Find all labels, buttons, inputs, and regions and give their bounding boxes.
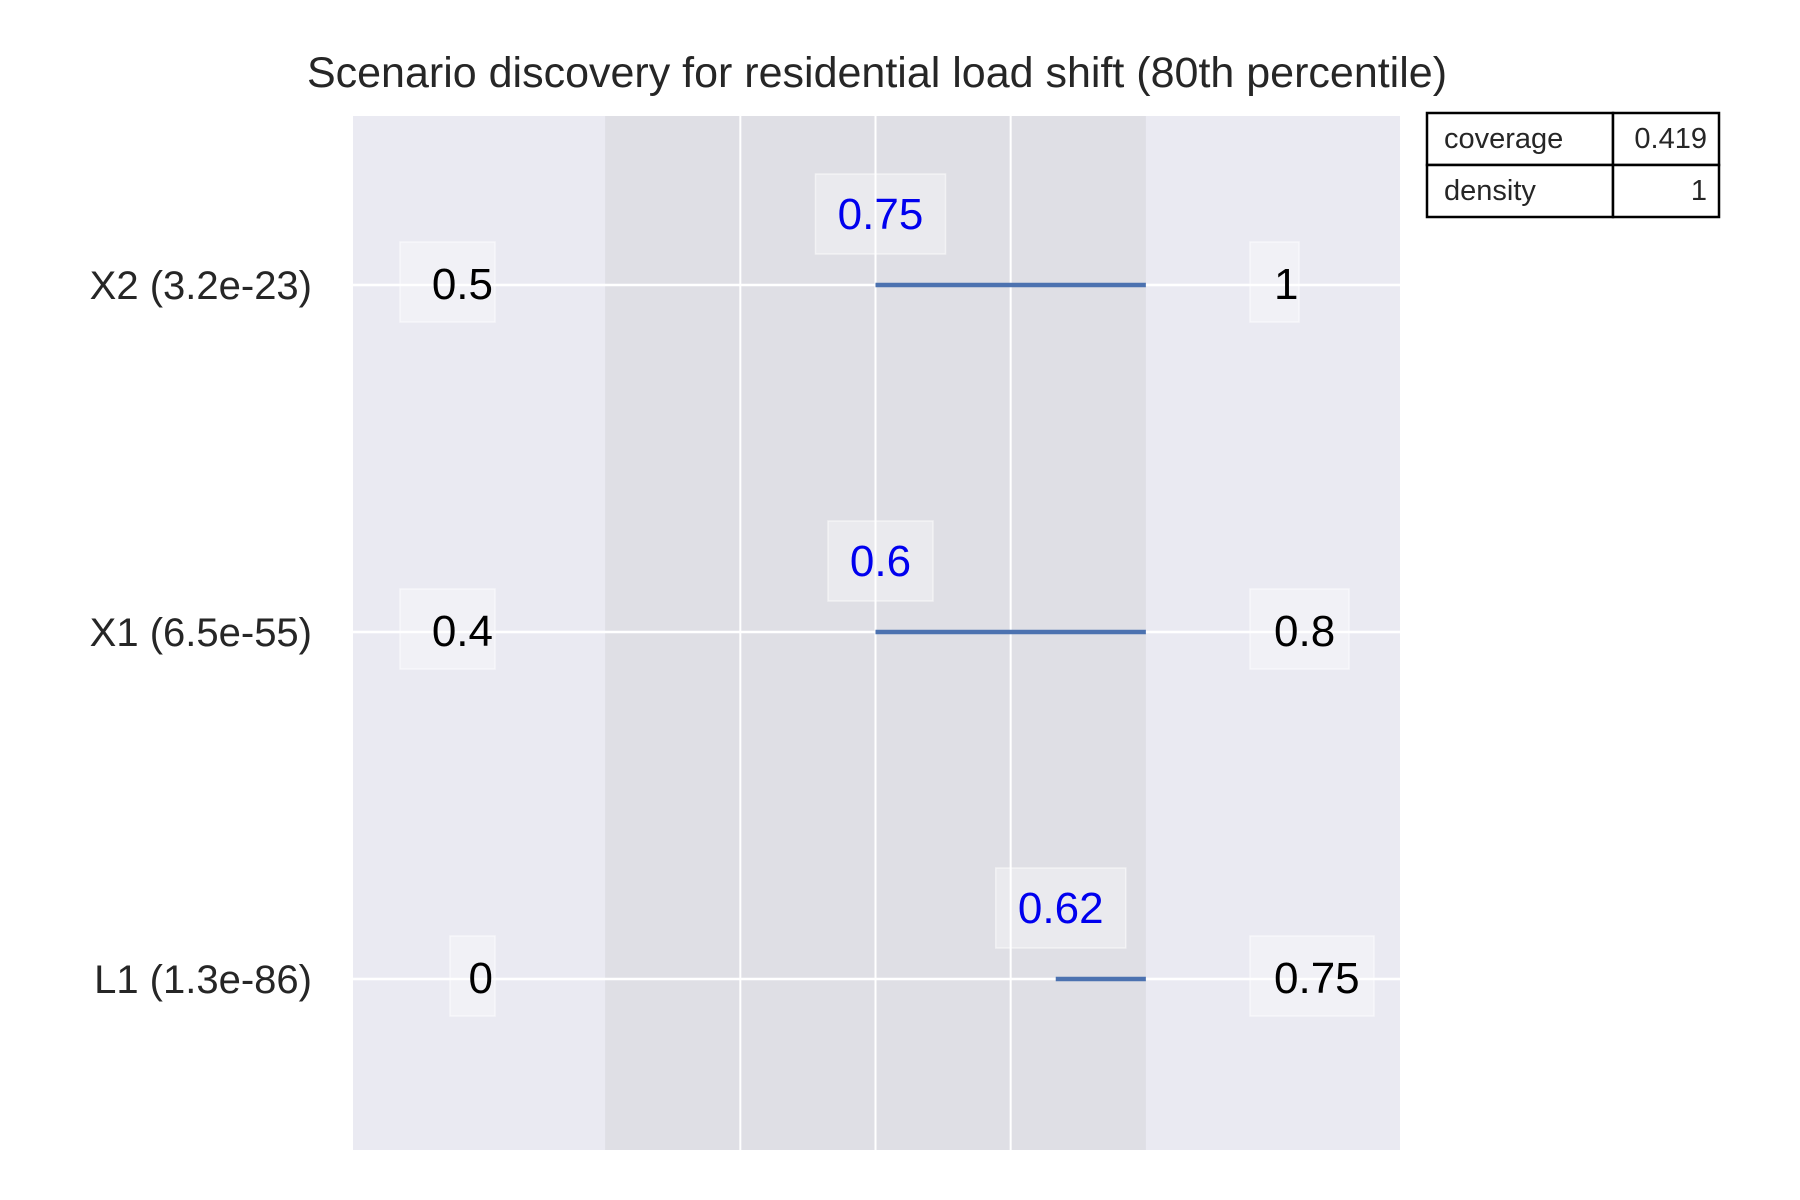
stats-value-cell	[1611, 111, 1721, 167]
lower-limit-box	[449, 935, 496, 1017]
upper-limit-label: 1	[1274, 260, 1298, 309]
stats-label-coverage: coverage	[1444, 123, 1563, 155]
rows-layer: X2 (3.2e-23) 0.5 1 0.75 X1 (6.5e-55) 0.4 0.8 0.…	[90, 173, 1375, 1017]
box-label-bg	[814, 173, 947, 255]
upper-limit-box	[1249, 588, 1350, 670]
row-label-x2: X2 (3.2e-23)	[90, 264, 312, 308]
box-label-bg	[827, 520, 934, 602]
row-x1: X1 (6.5e-55) 0.4 0.8 0.6	[90, 520, 1350, 670]
chart-title: Scenario discovery for residential load …	[307, 49, 1447, 97]
box-limit-label: 0.75	[838, 190, 924, 239]
lower-limit-label: 0.5	[432, 260, 493, 309]
stats-table: coverage 0.419 density 1	[1425, 111, 1721, 219]
upper-limit-label: 0.8	[1274, 607, 1335, 656]
row-label-l1: L1 (1.3e-86)	[94, 958, 312, 1002]
row-x2: X2 (3.2e-23) 0.5 1 0.75	[90, 173, 1300, 323]
lower-limit-label: 0	[469, 954, 493, 1003]
lower-limit-label: 0.4	[432, 607, 493, 656]
stats-value-coverage: 0.419	[1634, 123, 1707, 155]
upper-limit-box	[1249, 241, 1300, 323]
box-label-bg	[994, 867, 1127, 949]
box-limit-label: 0.6	[850, 537, 911, 586]
stats-value-cell	[1611, 163, 1721, 219]
lower-limit-box	[399, 241, 496, 323]
stats-label-cell	[1425, 163, 1615, 219]
lower-limit-box	[399, 588, 496, 670]
upper-limit-label: 0.75	[1274, 954, 1360, 1003]
stats-label-density: density	[1444, 175, 1536, 207]
upper-limit-box	[1249, 935, 1375, 1017]
box-limit-label: 0.62	[1018, 884, 1104, 933]
row-label-x1: X1 (6.5e-55)	[90, 611, 312, 655]
stats-value-density: 1	[1691, 175, 1707, 207]
row-l1: L1 (1.3e-86) 0 0.75 0.62	[94, 867, 1375, 1017]
